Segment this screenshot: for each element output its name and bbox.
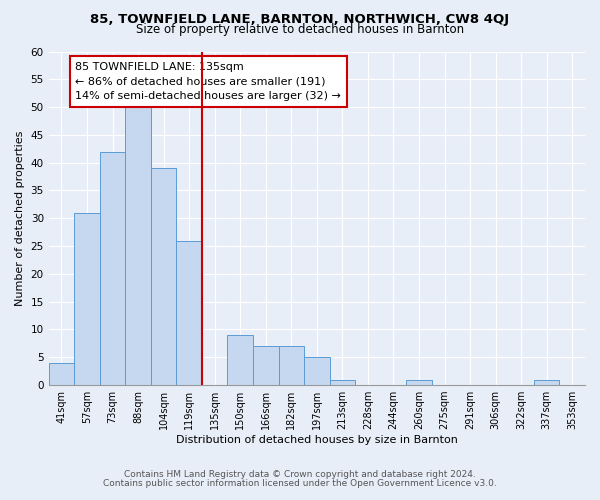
Y-axis label: Number of detached properties: Number of detached properties bbox=[15, 130, 25, 306]
Text: 85 TOWNFIELD LANE: 135sqm
← 86% of detached houses are smaller (191)
14% of semi: 85 TOWNFIELD LANE: 135sqm ← 86% of detac… bbox=[76, 62, 341, 101]
Text: Size of property relative to detached houses in Barnton: Size of property relative to detached ho… bbox=[136, 22, 464, 36]
Bar bbox=[125, 107, 151, 385]
Bar bbox=[151, 168, 176, 385]
Bar bbox=[329, 380, 355, 385]
Bar bbox=[49, 363, 74, 385]
Text: 85, TOWNFIELD LANE, BARNTON, NORTHWICH, CW8 4QJ: 85, TOWNFIELD LANE, BARNTON, NORTHWICH, … bbox=[91, 12, 509, 26]
Bar bbox=[253, 346, 278, 385]
X-axis label: Distribution of detached houses by size in Barnton: Distribution of detached houses by size … bbox=[176, 435, 458, 445]
Bar bbox=[176, 240, 202, 385]
Bar bbox=[278, 346, 304, 385]
Bar bbox=[227, 335, 253, 385]
Bar bbox=[304, 358, 329, 385]
Bar bbox=[406, 380, 432, 385]
Bar bbox=[100, 152, 125, 385]
Text: Contains HM Land Registry data © Crown copyright and database right 2024.: Contains HM Land Registry data © Crown c… bbox=[124, 470, 476, 479]
Bar bbox=[534, 380, 559, 385]
Text: Contains public sector information licensed under the Open Government Licence v3: Contains public sector information licen… bbox=[103, 478, 497, 488]
Bar bbox=[74, 212, 100, 385]
